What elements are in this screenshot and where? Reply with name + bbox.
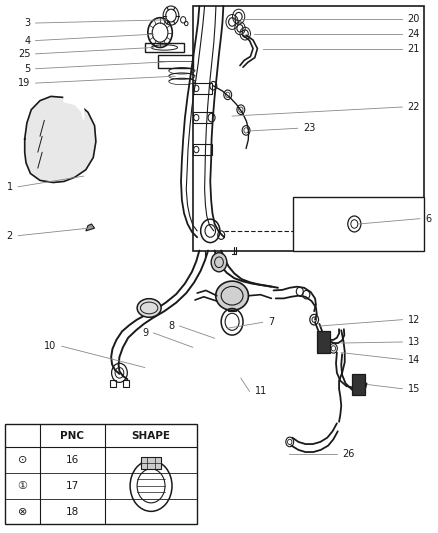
Text: 12: 12 (408, 314, 420, 325)
Ellipse shape (141, 302, 158, 314)
Text: 19: 19 (18, 78, 30, 88)
Ellipse shape (216, 281, 248, 310)
Text: ⊗: ⊗ (18, 506, 27, 516)
Bar (123, 380, 129, 386)
Bar (228, 303, 237, 311)
Bar (317, 332, 330, 353)
Text: 10: 10 (44, 341, 57, 351)
Text: ①: ① (18, 481, 27, 491)
Text: 5: 5 (24, 64, 30, 74)
Text: 24: 24 (408, 29, 420, 39)
Polygon shape (25, 96, 96, 182)
Text: 1: 1 (7, 182, 13, 192)
Text: 16: 16 (66, 455, 79, 465)
Bar (352, 374, 365, 395)
Text: SHAPE: SHAPE (131, 431, 170, 441)
Bar (193, 6, 424, 251)
Bar (193, 83, 212, 94)
Text: 22: 22 (408, 102, 420, 112)
Bar (5, 424, 197, 524)
Bar (293, 197, 424, 251)
Bar (110, 380, 116, 386)
Polygon shape (86, 224, 95, 231)
Text: 2: 2 (7, 231, 13, 241)
Circle shape (211, 253, 227, 272)
Text: 13: 13 (408, 337, 420, 347)
Text: 7: 7 (268, 317, 274, 327)
Bar (346, 208, 363, 216)
Text: 18: 18 (66, 506, 79, 516)
Ellipse shape (137, 298, 161, 317)
Ellipse shape (221, 286, 243, 305)
Text: 21: 21 (408, 44, 420, 53)
Text: 8: 8 (168, 321, 174, 331)
Bar (193, 144, 212, 155)
Polygon shape (64, 96, 84, 120)
Bar (141, 457, 161, 469)
Text: 4: 4 (24, 36, 30, 45)
Text: 14: 14 (408, 354, 420, 365)
Text: ⊙: ⊙ (18, 455, 27, 465)
Text: 17: 17 (66, 481, 79, 491)
Text: PNC: PNC (60, 431, 84, 441)
Bar (145, 43, 184, 52)
Text: 9: 9 (142, 328, 148, 338)
Text: 26: 26 (342, 449, 354, 458)
Text: 23: 23 (303, 123, 315, 133)
Text: 15: 15 (408, 384, 420, 394)
Text: 25: 25 (18, 49, 30, 59)
Text: 6: 6 (425, 214, 431, 224)
Text: 20: 20 (408, 14, 420, 24)
Bar (158, 55, 193, 68)
Text: 3: 3 (24, 18, 30, 28)
Text: 11: 11 (255, 386, 267, 397)
Bar (193, 112, 212, 123)
